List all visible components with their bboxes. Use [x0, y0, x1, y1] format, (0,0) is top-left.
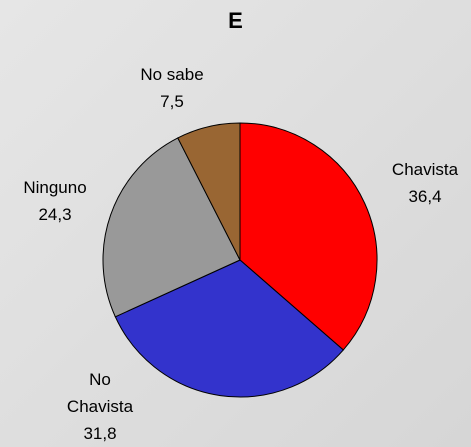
pie-slice	[239, 122, 378, 351]
category-label: Ninguno	[23, 178, 87, 197]
pie-slice	[177, 122, 241, 261]
chart-title: E	[228, 8, 243, 33]
pie-slice	[114, 259, 345, 398]
category-label: No sabe	[140, 65, 204, 84]
value-label: 24,3	[38, 205, 72, 224]
category-label: Chavista	[391, 160, 459, 179]
pie-slice	[102, 137, 241, 318]
value-label: 31,8	[83, 424, 117, 443]
value-label: 36,4	[408, 187, 442, 206]
category-label: No Chavista	[66, 370, 134, 416]
slice-label: No sabe 7,5	[122, 61, 222, 115]
slice-label: Chavista 36,4	[375, 156, 471, 210]
value-label: 7,5	[160, 92, 184, 111]
slice-label: No Chavista 31,8	[60, 366, 140, 447]
slice-label: Ninguno 24,3	[5, 174, 105, 228]
